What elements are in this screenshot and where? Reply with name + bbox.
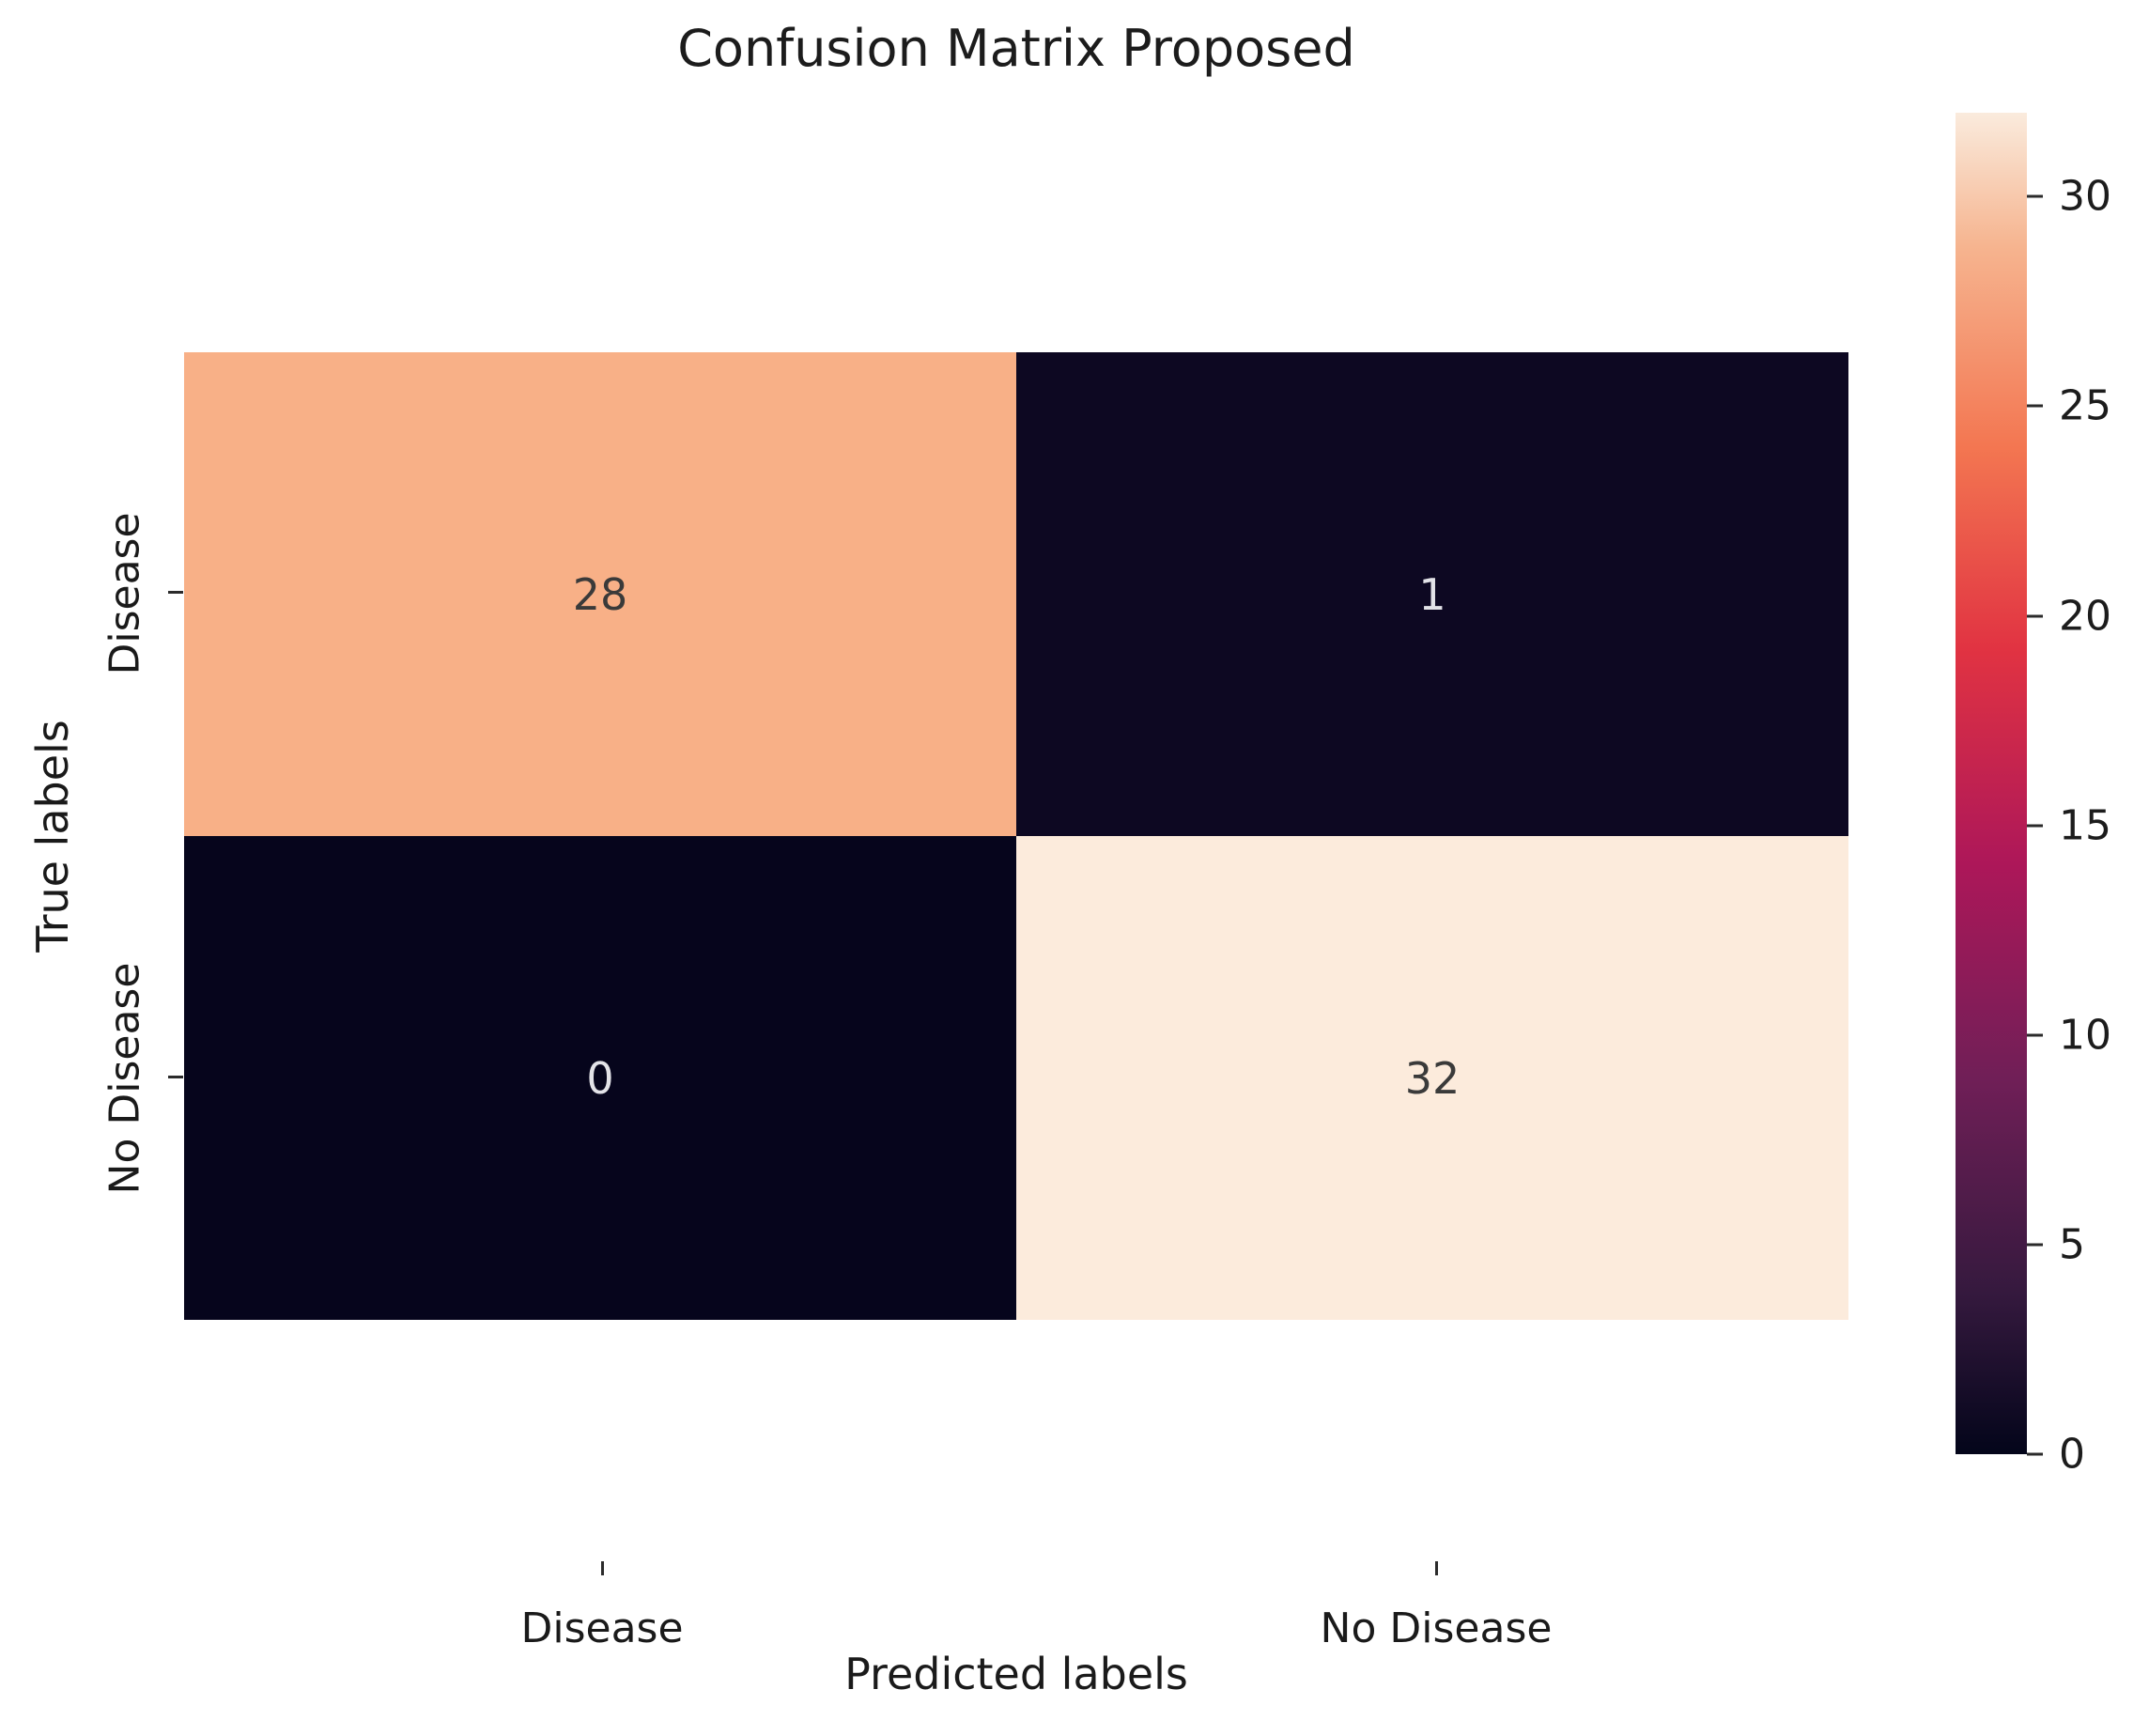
colorbar-tick-mark [2027, 824, 2043, 828]
cell-true-disease-pred-disease: 28 [184, 352, 1016, 836]
colorbar-tick-label: 25 [2059, 381, 2111, 430]
cell-value: 0 [586, 1052, 614, 1104]
colorbar: 0 5 10 15 20 25 30 [1956, 113, 2149, 1479]
colorbar-tick-label: 20 [2059, 592, 2111, 640]
colorbar-tick-mark [2027, 614, 2043, 617]
x-tick-mark-disease [601, 1561, 604, 1575]
colorbar-tick-mark [2027, 1243, 2043, 1247]
cell-value: 28 [572, 568, 628, 620]
colorbar-tick-label: 10 [2059, 1011, 2111, 1060]
colorbar-tick-label: 15 [2059, 801, 2111, 850]
colorbar-tick-label: 5 [2059, 1220, 2085, 1269]
x-tick-label-no-disease: No Disease [1320, 1604, 1553, 1652]
colorbar-tick-mark [2027, 404, 2043, 408]
heatmap-grid: 28 1 0 32 [184, 352, 1848, 1320]
cell-value: 1 [1418, 568, 1446, 620]
y-tick-mark-disease [168, 591, 183, 594]
y-tick-label-disease: Disease [100, 512, 149, 675]
colorbar-tick-mark [2027, 1033, 2043, 1037]
x-axis-label: Predicted labels [844, 1649, 1188, 1699]
chart-title: Confusion Matrix Proposed [677, 19, 1355, 78]
y-tick-mark-no-disease [168, 1076, 183, 1078]
colorbar-gradient [1956, 113, 2027, 1454]
cell-true-nodisease-pred-disease: 0 [184, 836, 1016, 1320]
colorbar-tick-label: 30 [2059, 172, 2111, 221]
cell-true-nodisease-pred-nodisease: 32 [1016, 836, 1848, 1320]
cell-value: 32 [1404, 1052, 1461, 1104]
x-tick-mark-no-disease [1435, 1561, 1438, 1575]
colorbar-tick-mark [2027, 1452, 2043, 1456]
colorbar-tick-label: 0 [2059, 1430, 2085, 1479]
colorbar-tick-mark [2027, 194, 2043, 198]
x-tick-label-disease: Disease [520, 1604, 684, 1652]
y-tick-label-no-disease: No Disease [100, 962, 149, 1195]
y-axis-label: True labels [27, 720, 78, 953]
cell-true-disease-pred-nodisease: 1 [1016, 352, 1848, 836]
